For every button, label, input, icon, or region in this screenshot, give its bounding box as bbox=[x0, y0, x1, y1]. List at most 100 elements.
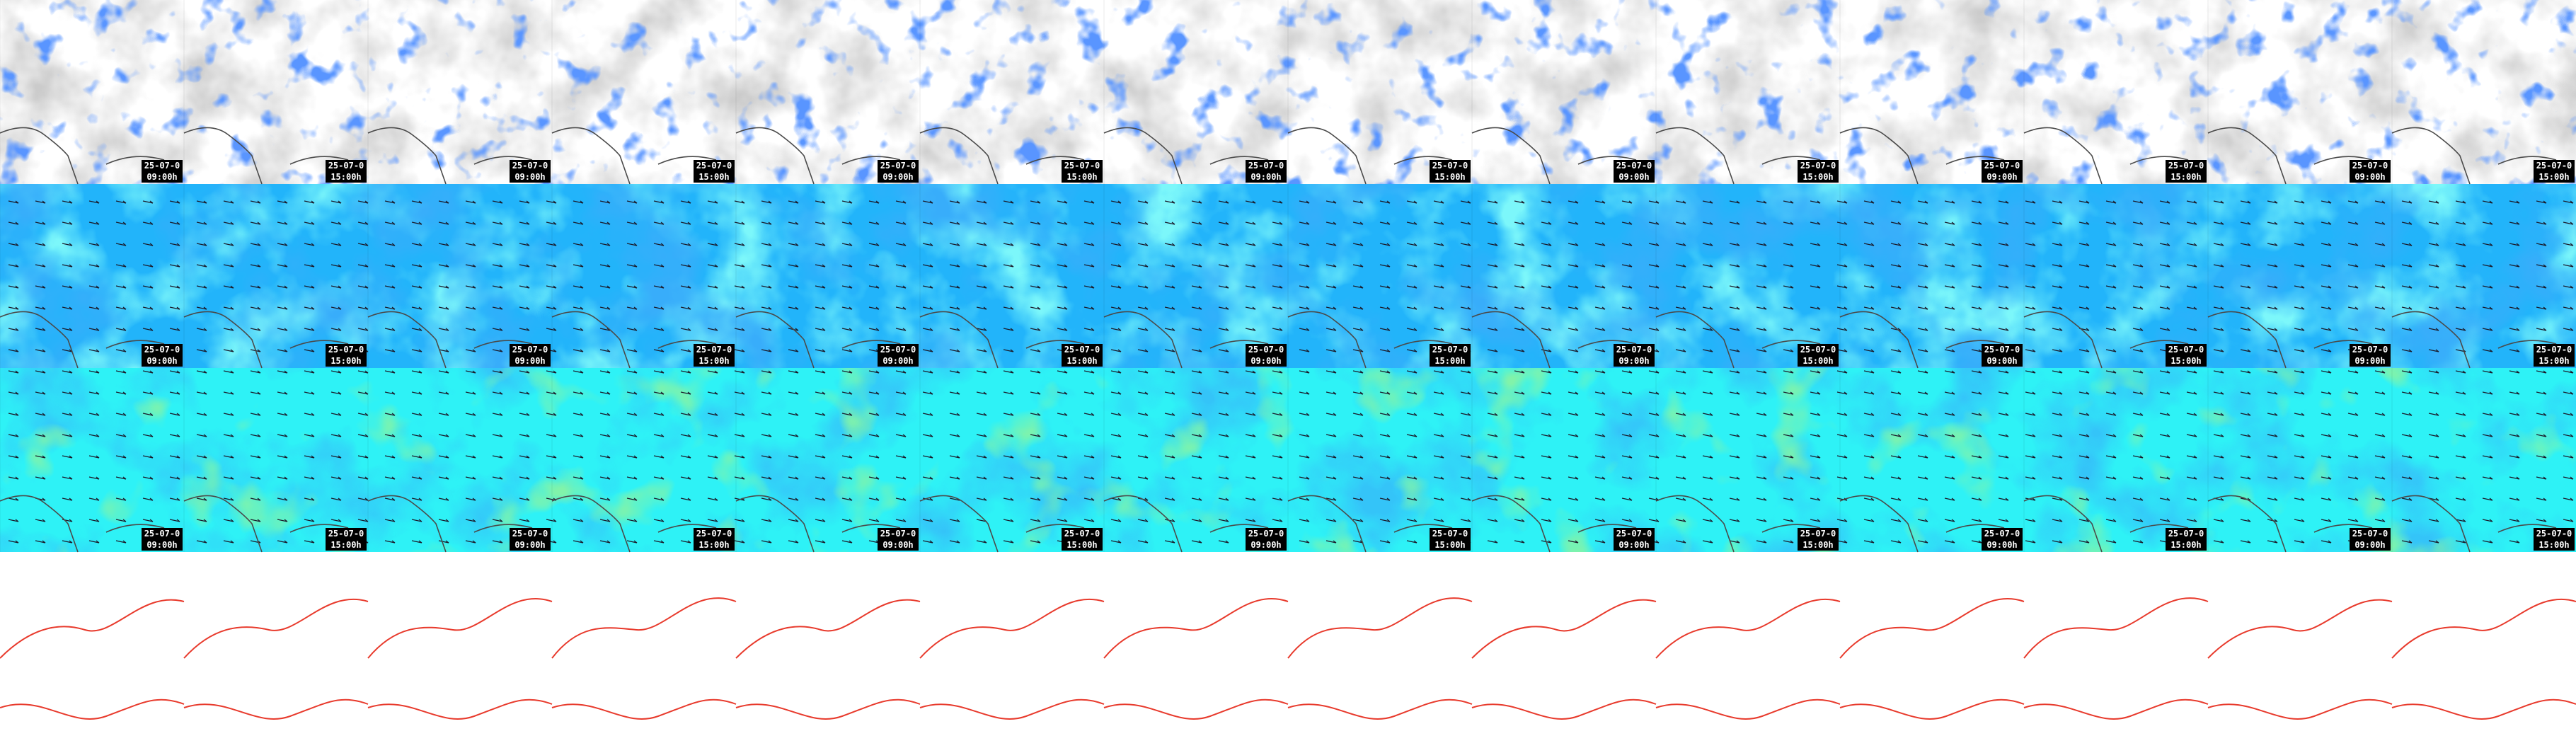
coastline-line bbox=[1287, 311, 1453, 369]
coastline-line bbox=[0, 127, 165, 185]
timestamp-time: 15:00h bbox=[2170, 540, 2202, 550]
timestamp-date: 25-07-0 bbox=[1248, 345, 1284, 355]
timestamp-date: 25-07-0 bbox=[144, 529, 180, 539]
contour-line bbox=[1287, 597, 1473, 720]
coastline-line bbox=[367, 127, 533, 185]
coastline-line bbox=[735, 311, 901, 369]
timestamp-time: 09:00h bbox=[2354, 356, 2386, 366]
contour-line bbox=[183, 598, 369, 720]
coastline-line bbox=[919, 127, 1085, 185]
coastline-line bbox=[1471, 311, 1637, 369]
coastline-line bbox=[2207, 495, 2373, 553]
timestamp-time: 09:00h bbox=[514, 172, 546, 182]
timestamp-date: 25-07-0 bbox=[1984, 161, 2020, 171]
coastline-line bbox=[1839, 495, 2005, 553]
timestamp-date: 25-07-0 bbox=[2352, 345, 2388, 355]
coastline-line bbox=[0, 495, 165, 553]
timestamp-label: 25-07-0 15:00h bbox=[326, 344, 367, 367]
timestamp-time: 15:00h bbox=[2170, 356, 2202, 366]
coastline-line bbox=[2023, 127, 2189, 185]
timestamp-label: 25-07-0 15:00h bbox=[1430, 160, 1471, 183]
timestamp-time: 09:00h bbox=[2354, 540, 2386, 550]
timestamp-label: 25-07-0 15:00h bbox=[2534, 160, 2575, 183]
coastline-line bbox=[2391, 127, 2557, 185]
timestamp-time: 09:00h bbox=[1250, 172, 1282, 182]
timestamp-label: 25-07-0 15:00h bbox=[1062, 344, 1103, 367]
timestamp-label: 25-07-0 09:00h bbox=[878, 160, 919, 183]
timestamp-label: 25-07-0 09:00h bbox=[1246, 344, 1287, 367]
timestamp-date: 25-07-0 bbox=[1616, 529, 1652, 539]
timestamp-label: 25-07-0 09:00h bbox=[510, 528, 551, 551]
coastline-line bbox=[2023, 495, 2189, 553]
coastline-line bbox=[1839, 127, 2005, 185]
timestamp-label: 25-07-0 15:00h bbox=[1430, 528, 1471, 551]
timestamp-time: 09:00h bbox=[514, 540, 546, 550]
contour-line bbox=[551, 597, 737, 720]
timestamp-date: 25-07-0 bbox=[2168, 345, 2204, 355]
timestamp-date: 25-07-0 bbox=[1064, 529, 1100, 539]
timestamp-time: 09:00h bbox=[882, 540, 914, 550]
coastline-line bbox=[1103, 127, 1269, 185]
timestamp-label: 25-07-0 15:00h bbox=[1798, 160, 1839, 183]
timestamp-time: 15:00h bbox=[2538, 540, 2570, 550]
timestamp-label: 25-07-0 09:00h bbox=[1982, 160, 2023, 183]
timestamp-date: 25-07-0 bbox=[2352, 161, 2388, 171]
timestamp-date: 25-07-0 bbox=[1800, 529, 1836, 539]
timestamp-label: 25-07-0 09:00h bbox=[142, 160, 183, 183]
coastline-line bbox=[1471, 495, 1637, 553]
timestamp-label: 25-07-0 09:00h bbox=[1614, 344, 1655, 367]
timestamp-date: 25-07-0 bbox=[1800, 161, 1836, 171]
timestamp-date: 25-07-0 bbox=[2168, 529, 2204, 539]
timestamp-time: 15:00h bbox=[1066, 172, 1098, 182]
timestamp-label: 25-07-0 09:00h bbox=[2350, 160, 2391, 183]
timestamp-date: 25-07-0 bbox=[880, 345, 916, 355]
timestamp-date: 25-07-0 bbox=[144, 345, 180, 355]
timestamp-time: 15:00h bbox=[1434, 172, 1466, 182]
timestamp-time: 15:00h bbox=[2170, 172, 2202, 182]
wind-lower-row bbox=[0, 368, 2576, 552]
timestamp-time: 09:00h bbox=[1250, 540, 1282, 550]
contour-line bbox=[2207, 599, 2393, 720]
timestamp-time: 15:00h bbox=[1434, 540, 1466, 550]
coastline-line bbox=[919, 311, 1085, 369]
timestamp-date: 25-07-0 bbox=[1616, 161, 1652, 171]
timestamp-label: 25-07-0 09:00h bbox=[2350, 344, 2391, 367]
timestamp-label: 25-07-0 15:00h bbox=[326, 528, 367, 551]
timestamp-label: 25-07-0 09:00h bbox=[142, 528, 183, 551]
timestamp-date: 25-07-0 bbox=[1064, 161, 1100, 171]
timestamp-date: 25-07-0 bbox=[880, 529, 916, 539]
timestamp-date: 25-07-0 bbox=[328, 345, 364, 355]
timestamp-label: 25-07-0 15:00h bbox=[2166, 344, 2207, 367]
coastline-line bbox=[1655, 311, 1821, 369]
coastline-line bbox=[1287, 127, 1453, 185]
timestamp-time: 15:00h bbox=[698, 172, 730, 182]
timestamp-time: 09:00h bbox=[1986, 540, 2018, 550]
coastline-overlay bbox=[0, 127, 2557, 553]
timestamp-label: 25-07-0 09:00h bbox=[2350, 528, 2391, 551]
coastline-line bbox=[1287, 495, 1453, 553]
timestamp-date: 25-07-0 bbox=[1432, 529, 1468, 539]
coastline-line bbox=[1471, 127, 1637, 185]
timestamp-label: 25-07-0 15:00h bbox=[2534, 344, 2575, 367]
coastline-line bbox=[551, 495, 717, 553]
timestamp-time: 09:00h bbox=[2354, 172, 2386, 182]
timestamp-date: 25-07-0 bbox=[1616, 345, 1652, 355]
timestamp-label: 25-07-0 15:00h bbox=[694, 528, 735, 551]
timestamp-label: 25-07-0 09:00h bbox=[1246, 160, 1287, 183]
timestamp-time: 09:00h bbox=[146, 172, 178, 182]
timestamp-time: 09:00h bbox=[1618, 172, 1650, 182]
timestamp-label: 25-07-0 15:00h bbox=[1062, 160, 1103, 183]
timestamp-date: 25-07-0 bbox=[2352, 529, 2388, 539]
timestamp-time: 15:00h bbox=[698, 356, 730, 366]
timestamp-time: 09:00h bbox=[882, 356, 914, 366]
timestamp-date: 25-07-0 bbox=[1800, 345, 1836, 355]
timestamp-label: 25-07-0 15:00h bbox=[1798, 344, 1839, 367]
timestamp-label: 25-07-0 15:00h bbox=[694, 344, 735, 367]
timestamp-date: 25-07-0 bbox=[328, 161, 364, 171]
timestamp-date: 25-07-0 bbox=[880, 161, 916, 171]
timestamp-time: 09:00h bbox=[514, 356, 546, 366]
timestamp-time: 15:00h bbox=[1066, 356, 1098, 366]
coastline-line bbox=[1839, 311, 2005, 369]
coastline-line bbox=[1655, 495, 1821, 553]
